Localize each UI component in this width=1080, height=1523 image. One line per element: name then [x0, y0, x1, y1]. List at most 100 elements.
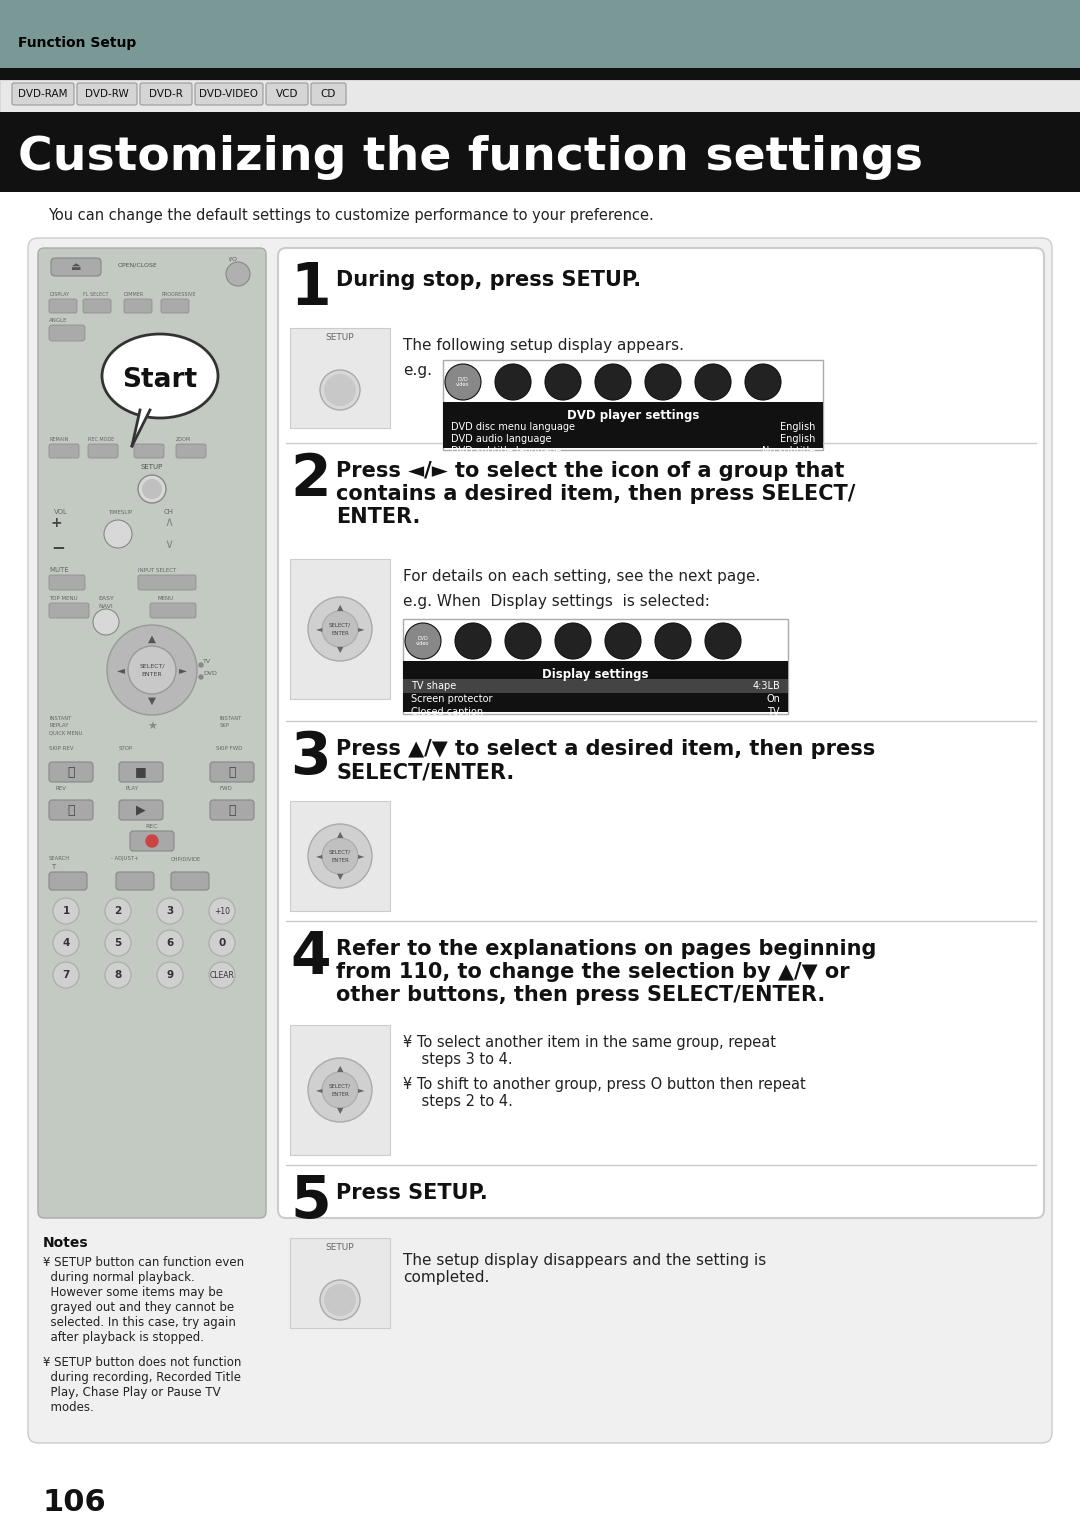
Circle shape — [745, 364, 781, 401]
Text: Refer to the explanations on pages beginning
from 110, to change the selection b: Refer to the explanations on pages begin… — [336, 940, 876, 1005]
Text: ¥ SETUP button can function even
  during normal playback.
  However some items : ¥ SETUP button can function even during … — [43, 1256, 244, 1343]
Text: SKIP REV: SKIP REV — [49, 746, 73, 751]
Text: 3: 3 — [291, 730, 330, 786]
Text: ◄: ◄ — [315, 624, 322, 634]
Text: INSTANT: INSTANT — [220, 716, 242, 720]
Text: +: + — [51, 516, 63, 530]
FancyBboxPatch shape — [83, 299, 111, 314]
Circle shape — [53, 899, 79, 924]
Text: TV: TV — [768, 707, 780, 717]
FancyBboxPatch shape — [28, 238, 1052, 1442]
FancyBboxPatch shape — [38, 248, 266, 1218]
Circle shape — [308, 824, 372, 888]
Text: REMAIN: REMAIN — [49, 437, 68, 442]
Text: Function Setup: Function Setup — [18, 37, 136, 50]
Bar — [443, 359, 823, 449]
Text: Screen protector: Screen protector — [411, 694, 492, 704]
Text: ¥ To shift to another group, press O button then repeat
    steps 2 to 4.: ¥ To shift to another group, press O but… — [403, 1077, 806, 1109]
Text: 5: 5 — [291, 1173, 330, 1231]
FancyBboxPatch shape — [124, 299, 152, 314]
Text: 9: 9 — [166, 970, 174, 979]
Bar — [403, 661, 788, 711]
Text: 0: 0 — [218, 938, 226, 947]
Text: INSTANT: INSTANT — [49, 716, 71, 720]
Text: ►: ► — [357, 624, 364, 634]
Text: 5: 5 — [114, 938, 122, 947]
FancyBboxPatch shape — [49, 603, 89, 618]
Text: DVD disc menu language: DVD disc menu language — [451, 422, 575, 433]
Circle shape — [705, 623, 741, 659]
Circle shape — [138, 475, 166, 503]
Text: 1: 1 — [291, 260, 330, 317]
Text: ▼: ▼ — [337, 646, 343, 655]
Bar — [403, 618, 788, 714]
Text: TV: TV — [203, 659, 211, 664]
Text: 4: 4 — [63, 938, 70, 947]
FancyBboxPatch shape — [210, 800, 254, 819]
Circle shape — [93, 609, 119, 635]
Text: ◄: ◄ — [315, 1086, 322, 1095]
Bar — [0, 69, 1080, 81]
Text: The setup display disappears and the setting is
completed.: The setup display disappears and the set… — [403, 1253, 766, 1285]
FancyBboxPatch shape — [150, 603, 195, 618]
Text: ANGLE: ANGLE — [49, 318, 67, 323]
Circle shape — [210, 963, 235, 988]
Text: VOL: VOL — [54, 509, 68, 515]
FancyBboxPatch shape — [130, 832, 174, 851]
Circle shape — [308, 597, 372, 661]
Bar — [443, 402, 823, 448]
Bar — [0, 0, 1080, 69]
Circle shape — [654, 623, 691, 659]
Text: PLAY: PLAY — [126, 786, 139, 790]
Text: ¥ To select another item in the same group, repeat
    steps 3 to 4.: ¥ To select another item in the same gro… — [403, 1036, 777, 1068]
FancyBboxPatch shape — [266, 82, 308, 105]
Circle shape — [141, 480, 162, 500]
Text: On: On — [766, 694, 780, 704]
Text: SEARCH: SEARCH — [49, 856, 70, 860]
Text: SETUP: SETUP — [326, 334, 354, 343]
Text: DVD
video: DVD video — [416, 635, 430, 646]
Text: ⏩: ⏩ — [228, 804, 235, 816]
Text: FWD: FWD — [220, 786, 233, 790]
Text: e.g.: e.g. — [403, 362, 432, 378]
Text: CLEAR: CLEAR — [210, 970, 234, 979]
Text: TIMESLIP: TIMESLIP — [108, 510, 132, 515]
Text: ►: ► — [357, 1086, 364, 1095]
Text: CHP/DIVIDE: CHP/DIVIDE — [171, 856, 201, 860]
Text: DVD player settings: DVD player settings — [567, 410, 699, 422]
Text: 8: 8 — [114, 970, 122, 979]
Text: ⏮: ⏮ — [67, 766, 75, 778]
Text: Start: Start — [122, 367, 198, 393]
FancyBboxPatch shape — [12, 82, 75, 105]
FancyBboxPatch shape — [140, 82, 192, 105]
Text: Press ◄/► to select the icon of a group that
contains a desired item, then press: Press ◄/► to select the icon of a group … — [336, 461, 855, 527]
FancyBboxPatch shape — [210, 762, 254, 781]
Text: DVD-RW: DVD-RW — [85, 88, 129, 99]
FancyBboxPatch shape — [176, 445, 206, 458]
Text: ▼: ▼ — [337, 1107, 343, 1115]
Circle shape — [605, 623, 642, 659]
Text: ⏭: ⏭ — [228, 766, 235, 778]
Text: SETUP: SETUP — [140, 465, 163, 471]
Text: DISPLAY: DISPLAY — [49, 292, 69, 297]
Circle shape — [645, 364, 681, 401]
Text: 2: 2 — [291, 451, 330, 509]
Text: ¥ SETUP button does not function
  during recording, Recorded Title
  Play, Chas: ¥ SETUP button does not function during … — [43, 1355, 241, 1413]
Text: SETUP: SETUP — [326, 1243, 354, 1252]
Circle shape — [696, 364, 731, 401]
Text: ⏏: ⏏ — [71, 262, 81, 273]
Text: SELECT/: SELECT/ — [329, 623, 351, 627]
Text: DVD audio language: DVD audio language — [451, 434, 552, 445]
Text: ►: ► — [357, 851, 364, 860]
Circle shape — [322, 611, 357, 647]
Text: SKP: SKP — [220, 723, 230, 728]
FancyBboxPatch shape — [119, 762, 163, 781]
Text: SELECT/: SELECT/ — [139, 664, 165, 669]
Text: DVD-VIDEO: DVD-VIDEO — [200, 88, 258, 99]
Text: T: T — [51, 864, 55, 870]
Text: ★: ★ — [147, 722, 157, 733]
FancyBboxPatch shape — [49, 873, 87, 889]
Text: ▼: ▼ — [337, 873, 343, 882]
Circle shape — [308, 1058, 372, 1122]
Bar — [291, 559, 390, 699]
